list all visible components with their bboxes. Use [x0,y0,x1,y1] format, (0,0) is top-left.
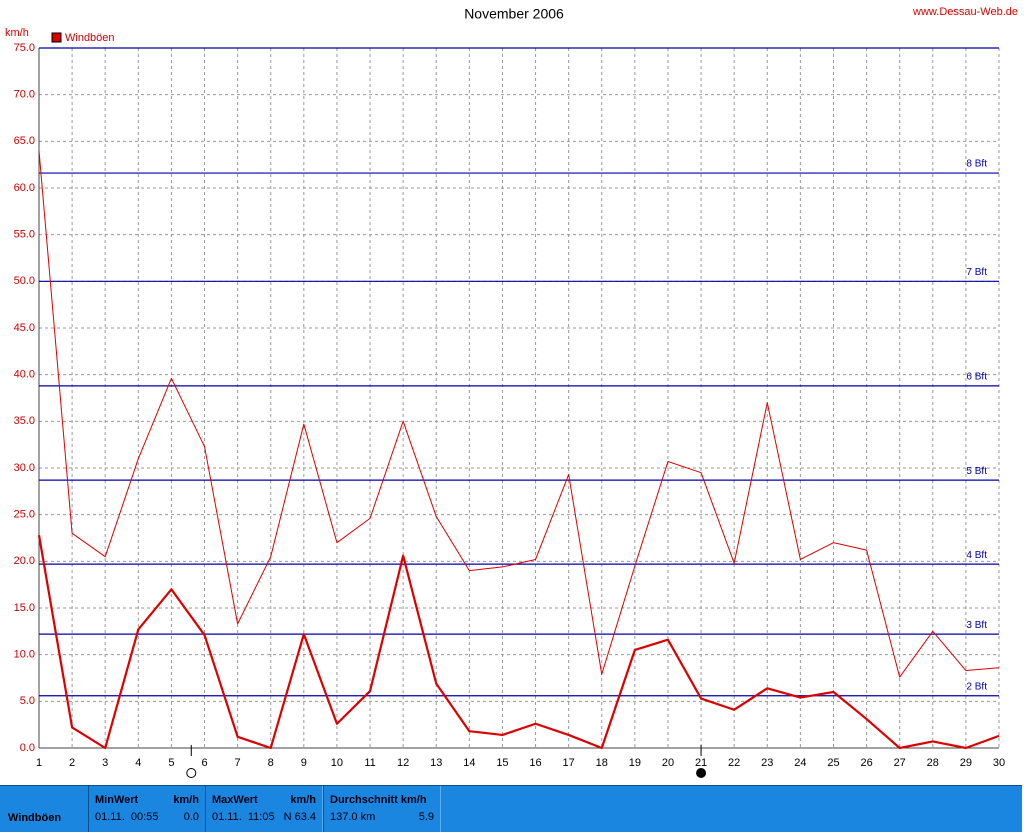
y-tick-label: 45.0 [14,322,35,334]
x-tick-label: 15 [496,757,508,769]
series-line [38,150,1000,678]
stat-cell: Durchschnitt km/h 137.0 km 5.9 [323,786,441,832]
x-tick-label: 19 [629,757,641,769]
footer: Windböen MinWert km/h 01.11. 00:55 0.0 MaxWe… [0,785,1022,832]
source: www.Dessau-Web.de [912,6,1018,18]
x-tick-label: 25 [827,757,839,769]
x-tick-label: 29 [960,757,972,769]
x-tick-label: 4 [135,757,141,769]
y-tick-label: 65.0 [14,135,35,147]
x-tick-label: 18 [596,757,608,769]
y-tick-label: 30.0 [14,462,35,474]
x-tick-label: 27 [894,757,906,769]
x-tick-label: 17 [563,757,575,769]
y-tick-label: 20.0 [14,555,35,567]
x-tick-label: 12 [397,757,409,769]
stat-unit: km/h [290,794,316,806]
x-tick-label: 16 [529,757,541,769]
stat-header: Durchschnitt km/h [330,794,427,806]
chart-title: November 2006 [464,6,564,22]
x-tick-label: 20 [662,757,674,769]
reference-label: 8 Bft [966,159,987,170]
series-line [37,535,1000,750]
y-unit: km/h [5,27,29,39]
y-tick-label: 25.0 [14,509,35,521]
x-tick-label: 23 [761,757,773,769]
marker [186,768,197,778]
marker [696,768,707,778]
reference-label: 7 Bft [966,267,987,278]
stat-value: N 63.4 [283,811,316,823]
x-tick-label: 3 [102,757,108,769]
legend-label: Windböen [65,32,115,44]
chart: November 2006 www.Dessau-Web.de km/h 0.0… [5,6,1018,778]
x-tick-label: 5 [168,757,174,769]
stat-header: MaxWert [212,794,258,806]
stat-value: 5.9 [418,811,434,823]
stat-unit: km/h [173,794,199,806]
x-tick-label: 9 [301,757,307,769]
y-tick-label: 0.0 [20,742,35,754]
reference-label: 3 Bft [966,620,987,631]
legend-swatch [51,32,62,43]
stat-cell: MaxWert km/h 01.11. 11:05 N 63.4 [205,786,323,832]
stat-time: 01.11. 00:55 [95,811,159,823]
y-tick-label: 75.0 [14,42,35,54]
stat-value: 0.0 [183,811,199,823]
reference-label: 4 Bft [966,550,987,561]
x-tick-label: 13 [430,757,442,769]
x-tick-label: 30 [993,757,1005,769]
y-tick-label: 55.0 [14,229,35,241]
y-tick-label: 40.0 [14,369,35,381]
x-tick-label: 26 [860,757,872,769]
x-tick-label: 11 [364,757,375,769]
y-tick-label: 70.0 [14,89,35,101]
x-tick-label: 2 [69,757,75,769]
reference-label: 5 Bft [966,466,987,477]
y-tick-label: 50.0 [14,275,35,287]
y-tick-label: 5.0 [20,695,35,707]
x-tick-label: 14 [463,757,475,769]
reference-label: 2 Bft [966,681,987,692]
x-tick-label: 10 [331,757,343,769]
row-label: Windböen [8,812,62,824]
stat-time: 137.0 km [330,811,376,823]
x-tick-label: 1 [36,757,42,769]
x-tick-label: 22 [728,757,740,769]
x-tick-label: 21 [695,757,707,769]
x-tick-label: 7 [235,757,241,769]
x-tick-label: 28 [927,757,939,769]
y-tick-label: 15.0 [14,602,35,614]
y-tick-label: 60.0 [14,182,35,194]
reference-label: 6 Bft [966,372,987,383]
x-tick-label: 8 [268,757,274,769]
x-tick-label: 6 [201,757,207,769]
y-tick-label: 35.0 [14,415,35,427]
stat-cell: MinWert km/h 01.11. 00:55 0.0 [88,786,206,832]
x-tick-label: 24 [794,757,806,769]
stat-time: 01.11. 11:05 [212,811,275,823]
y-tick-label: 10.0 [14,649,35,661]
stat-header: MinWert [95,794,139,806]
